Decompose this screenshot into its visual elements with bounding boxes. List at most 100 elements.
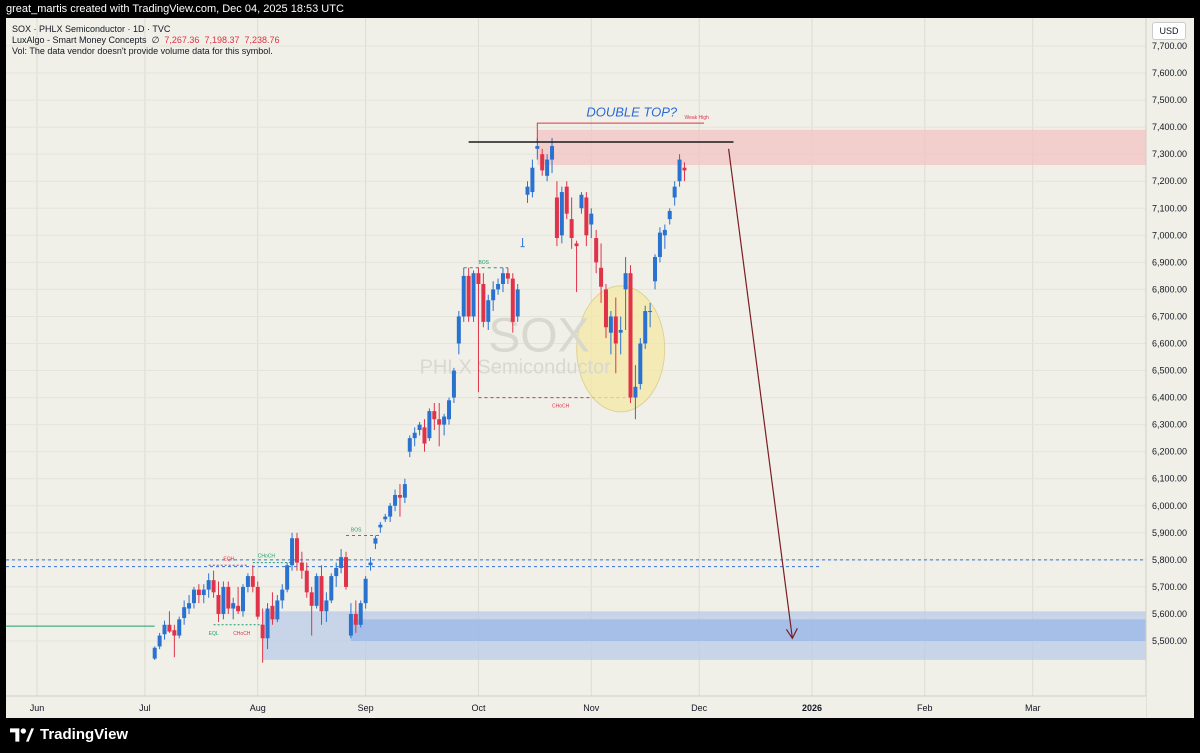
candle-body <box>383 516 388 520</box>
time-tick-label: Jun <box>30 703 45 713</box>
time-tick-label: Jul <box>139 703 151 713</box>
tradingview-icon <box>10 727 34 742</box>
supply-zone <box>537 129 1146 165</box>
candle-body <box>442 416 447 425</box>
demand-zone-inner <box>350 619 1146 641</box>
candle-body <box>589 213 594 225</box>
time-tick-label: Mar <box>1025 703 1041 713</box>
candle-body <box>481 284 486 322</box>
candle-body <box>245 576 250 587</box>
candle-body <box>412 432 417 439</box>
candle-body <box>451 370 456 398</box>
candle-body <box>437 419 442 425</box>
indicator-value-1: 7,267.36 <box>164 35 200 45</box>
candle-body <box>201 589 206 596</box>
candle-body <box>393 494 398 506</box>
weak-high-line <box>536 122 705 143</box>
candle-body <box>427 411 432 439</box>
candle-body <box>152 647 157 659</box>
candle-body <box>309 592 314 606</box>
choch-label-low: CHoCH <box>233 631 251 637</box>
candle-body <box>535 146 540 149</box>
candle-body <box>667 210 672 220</box>
price-tick-label: 6,400.00 <box>1152 393 1187 403</box>
candle-body <box>417 424 422 431</box>
candle-body <box>677 159 682 182</box>
price-tick-label: 6,800.00 <box>1152 284 1187 294</box>
time-axis <box>6 696 1146 718</box>
time-tick-label: 2026 <box>802 703 822 713</box>
candle-body <box>285 565 290 590</box>
candle-body <box>216 595 221 614</box>
candle-body <box>672 186 677 198</box>
candle-body <box>559 192 564 236</box>
price-tick-label: 7,000.00 <box>1152 230 1187 240</box>
candle-body <box>432 411 437 420</box>
candle-body <box>407 438 412 452</box>
candle-body <box>250 576 255 587</box>
candle-body <box>471 273 476 317</box>
candle-body <box>167 624 172 632</box>
double-top-label: DOUBLE TOP? <box>586 104 678 119</box>
candle-body <box>623 273 628 290</box>
candle-body <box>422 427 427 444</box>
price-tick-label: 7,700.00 <box>1152 41 1187 51</box>
price-tick-label: 7,600.00 <box>1152 68 1187 78</box>
indicator-value-2: 7,198.37 <box>204 35 240 45</box>
bottom-bar: TradingView <box>0 718 1200 753</box>
price-tick-label: 5,800.00 <box>1152 555 1187 565</box>
candle-body <box>368 562 373 566</box>
time-tick-label: Oct <box>471 703 486 713</box>
tradingview-logo[interactable]: TradingView <box>10 726 128 743</box>
candle-body <box>231 603 236 609</box>
candle-body <box>466 275 471 317</box>
candle-body <box>270 605 275 620</box>
watermark-symbol: SOX <box>488 310 589 363</box>
candle-body <box>584 197 589 236</box>
candle-body <box>491 289 496 301</box>
price-tick-label: 6,500.00 <box>1152 366 1187 376</box>
price-tick-label: 6,200.00 <box>1152 447 1187 457</box>
candle-body <box>550 146 555 160</box>
price-tick-label: 6,900.00 <box>1152 257 1187 267</box>
price-tick-label: 6,600.00 <box>1152 339 1187 349</box>
candle-body <box>348 613 353 636</box>
price-tick-label: 5,600.00 <box>1152 609 1187 619</box>
eqh-label: EQH <box>223 556 234 562</box>
candle-body <box>510 278 515 322</box>
currency-button[interactable]: USD <box>1152 22 1186 40</box>
candle-body <box>294 538 299 563</box>
candle-body <box>613 316 618 344</box>
indicator-value-3: 7,238.76 <box>244 35 280 45</box>
candle-body <box>662 229 667 236</box>
price-tick-label: 7,400.00 <box>1152 122 1187 132</box>
candle-body <box>476 273 481 284</box>
indicator-name[interactable]: LuxAlgo - Smart Money Concepts <box>12 35 147 45</box>
time-tick-label: Dec <box>691 703 708 713</box>
hide-icon[interactable]: ∅ <box>151 35 160 45</box>
candle-body <box>373 538 378 544</box>
candle-body <box>653 256 658 282</box>
price-tick-label: 7,100.00 <box>1152 203 1187 213</box>
candle-body <box>574 243 579 247</box>
candle-body <box>344 557 349 587</box>
candle-body <box>486 300 491 322</box>
price-tick-label: 6,300.00 <box>1152 420 1187 430</box>
price-tick-label: 6,000.00 <box>1152 501 1187 511</box>
price-tick-label: 5,500.00 <box>1152 636 1187 646</box>
candle-body <box>618 329 623 333</box>
symbol-title[interactable]: SOX · PHLX Semiconductor · 1D · TVC <box>12 24 171 34</box>
candle-body <box>329 576 334 601</box>
candle-body <box>191 589 196 604</box>
price-tick-label: 5,900.00 <box>1152 528 1187 538</box>
candle-body <box>603 289 608 328</box>
candle-body <box>187 603 192 609</box>
candle-body <box>363 578 368 604</box>
price-chart[interactable]: CHoCH Weak High BOS BOS EQH CHoCH EQL CHoCH SOXP… <box>6 18 1194 718</box>
chart-panel[interactable]: SOX · PHLX Semiconductor · 1D · TVC LuxA… <box>6 18 1194 718</box>
candle-body <box>599 267 604 287</box>
brand-name: TradingView <box>40 726 129 743</box>
volume-note: Vol: The data vendor doesn't provide vol… <box>12 46 273 56</box>
candle-body <box>682 167 687 171</box>
candle-body <box>579 194 584 209</box>
